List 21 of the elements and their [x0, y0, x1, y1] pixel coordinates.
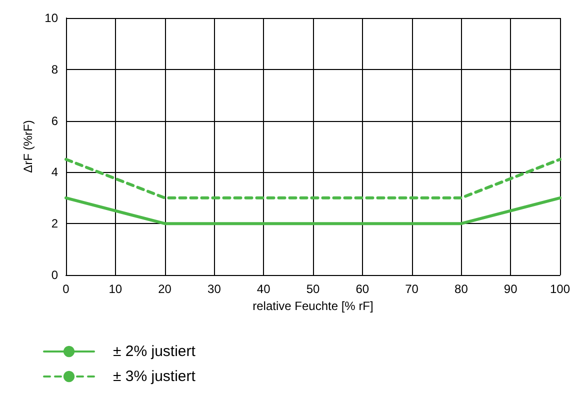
y-tick-label: 6: [51, 114, 58, 128]
x-tick-label: 100: [550, 282, 570, 296]
x-tick-label: 80: [454, 282, 468, 296]
x-tick-label: 60: [356, 282, 370, 296]
x-tick-label: 40: [256, 282, 271, 296]
legend-label: ± 2% justiert: [113, 343, 196, 360]
y-axis-title: ΔrF (%rF): [20, 120, 35, 173]
x-tick-label: 70: [405, 282, 419, 296]
y-tick-label: 10: [44, 11, 58, 25]
x-tick-label: 30: [208, 282, 222, 296]
x-tick-label: 20: [158, 282, 172, 296]
x-tick-label: 90: [504, 282, 518, 296]
x-tick-label: 0: [62, 282, 70, 296]
legend-label: ± 3% justiert: [113, 368, 196, 385]
y-tick-label: 4: [51, 165, 58, 180]
x-tick-label: 50: [306, 282, 320, 296]
y-tick-label: 8: [51, 62, 58, 76]
y-tick-label: 0: [51, 268, 58, 282]
y-tick-label: 2: [51, 216, 58, 231]
x-axis-title: relative Feuchte [% rF]: [252, 298, 374, 313]
x-tick-label: 10: [108, 282, 122, 296]
